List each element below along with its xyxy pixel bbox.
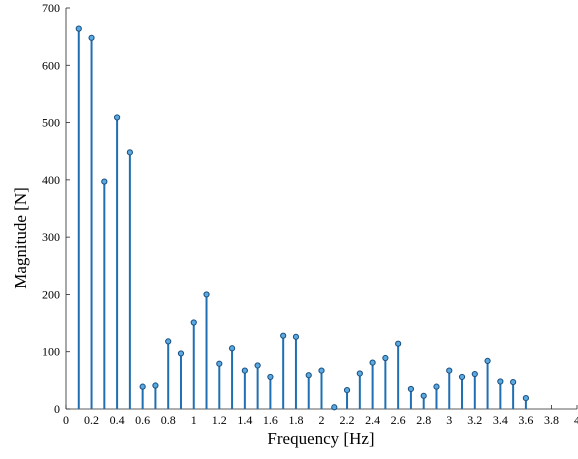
stem-marker (152, 382, 159, 389)
stem-marker (241, 367, 248, 374)
x-tick-label: 2.2 (340, 413, 355, 427)
stem-marker (395, 340, 402, 347)
y-axis-label: Magnitude [N] (11, 187, 30, 289)
stem-marker (177, 350, 185, 357)
x-tick-label: 3.8 (544, 413, 559, 427)
stem-marker (446, 367, 453, 374)
x-tick-label: 1.6 (263, 413, 278, 427)
x-tick-label: 4 (574, 413, 578, 427)
stem-marker (126, 149, 133, 156)
stem-series (75, 25, 530, 411)
x-tick-label: 3.4 (493, 413, 508, 427)
stem-marker (343, 386, 351, 394)
y-tick-label: 600 (42, 58, 60, 72)
stem-marker (510, 378, 517, 386)
stem-marker (292, 333, 300, 340)
stem-marker (369, 359, 376, 366)
x-tick-label: 3 (446, 413, 452, 427)
stem-marker (382, 354, 389, 362)
stem-marker (203, 291, 210, 298)
x-tick-label: 1.2 (212, 413, 227, 427)
x-tick-label: 1.8 (288, 413, 303, 427)
x-axis-label: Frequency [Hz] (267, 429, 374, 448)
stem-marker (75, 25, 82, 32)
y-tick-label: 400 (42, 173, 60, 187)
stem-marker (497, 378, 504, 385)
stem-marker (356, 370, 363, 377)
stem-marker (228, 345, 236, 352)
x-tick-label: 3.6 (518, 413, 533, 427)
x-tick-label: 0.2 (84, 413, 99, 427)
stem-marker (420, 392, 427, 399)
x-tick-label: 2.4 (365, 413, 380, 427)
stem-marker (471, 370, 478, 378)
stem-marker (114, 114, 121, 121)
stem-marker (484, 357, 491, 364)
x-tick-label: 2 (319, 413, 325, 427)
y-tick-label: 0 (54, 402, 60, 416)
stem-marker (190, 319, 197, 326)
y-tick-label: 700 (42, 1, 60, 15)
tick-labels: 0 0.2 0.4 0.6 0.8 1 1.2 1.4 1.6 1.8 2 2.2 2.4 2.6 2.8 3… (42, 1, 578, 427)
x-tick-label: 2.6 (391, 413, 406, 427)
y-tick-label: 200 (42, 287, 60, 301)
x-tick-label: 1.4 (237, 413, 252, 427)
stem-marker (254, 362, 261, 369)
stem-marker (280, 332, 287, 339)
stem-marker (305, 372, 312, 379)
x-tick-label: 0.6 (135, 413, 150, 427)
stem-marker (216, 360, 223, 367)
y-tick-label: 300 (42, 230, 60, 244)
stem-marker (522, 395, 530, 402)
x-tick-label: 2.8 (416, 413, 431, 427)
stem-marker (139, 383, 146, 390)
y-tick-label: 500 (42, 116, 60, 130)
stem-marker (101, 178, 108, 185)
stem-marker (165, 338, 172, 345)
x-tick-label: 0.8 (161, 413, 176, 427)
x-tick-label: 0.4 (110, 413, 125, 427)
x-tick-label: 3.2 (467, 413, 482, 427)
stem-marker (88, 34, 95, 41)
stem-marker (433, 383, 440, 390)
stem-marker (318, 367, 325, 374)
stem-marker (331, 404, 338, 411)
stem-marker (407, 385, 415, 393)
x-tick-label: 1 (191, 413, 197, 427)
axes (65, 7, 578, 410)
y-tick-label: 100 (42, 345, 60, 359)
stem-marker (458, 373, 466, 381)
stem-marker (267, 373, 274, 381)
x-tick-label: 0 (63, 413, 69, 427)
